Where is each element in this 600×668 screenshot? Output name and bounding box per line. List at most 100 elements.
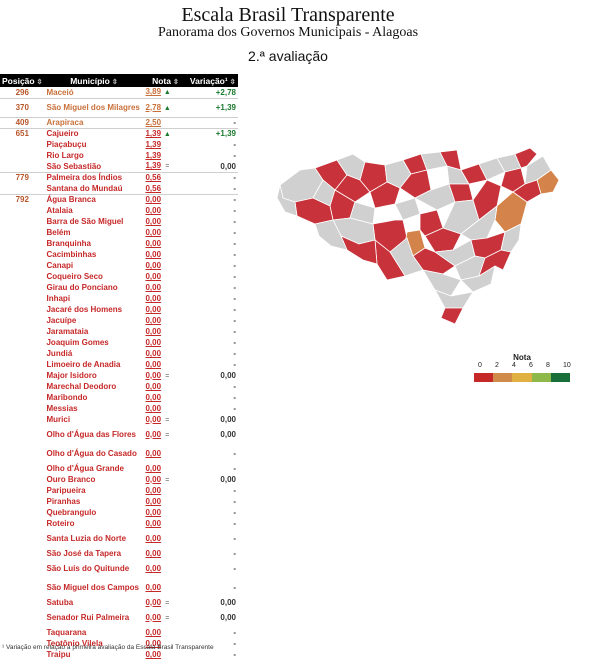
score-link[interactable]: 0,00 [145,612,162,622]
table-row: 370 São Miguel dos Milagres 2,78 ▲ +1,39 [0,97,238,117]
municipality-shape[interactable] [460,265,496,293]
score-link[interactable]: 0,00 [145,486,162,495]
score-link[interactable]: 0,00 [145,382,162,391]
score-link[interactable]: 0,00 [145,639,162,648]
legend-tick: 0 [478,362,482,369]
score-link[interactable]: 0,00 [145,464,162,473]
position-cell [0,260,44,271]
position-cell [0,414,44,425]
municipality-shape[interactable] [369,181,401,209]
score-link[interactable]: 0,00 [145,338,162,347]
municipality-shape[interactable] [440,307,464,325]
score-link[interactable]: 0,00 [145,404,162,413]
municipality-cell: Messias [46,404,78,413]
variation-cell: - [233,393,236,402]
score-link[interactable]: 2,78 [145,102,162,112]
score-cell: 0,00 [143,293,187,304]
score-link[interactable]: 0,56 [145,183,162,193]
variation-cell: - [233,583,236,592]
municipality-shape[interactable] [276,184,298,217]
score-link[interactable]: 1,39 [145,161,162,171]
column-header-nota[interactable]: Nota ⇳ [143,74,188,87]
score-cell: 0,00 [143,249,187,260]
municipality-shape[interactable] [434,289,474,309]
sort-icon[interactable]: ⇳ [229,78,236,86]
variation-cell: - [233,650,236,659]
municipality-shape[interactable] [514,147,538,169]
municipality-shape[interactable] [414,183,456,211]
position-cell [0,216,44,227]
variation-cell: - [233,272,236,281]
score-link[interactable]: 0,00 [145,549,162,558]
municipality-cell: Palmeira dos Índios [44,171,144,183]
variation-cell: 0,00 [220,371,236,380]
score-link[interactable]: 0,00 [145,272,162,281]
score-cell: 0,00 [143,578,187,597]
column-header-variacao[interactable]: Variação¹ ⇳ [187,74,238,87]
table-row: Coqueiro Seco 0,00 - [0,271,238,282]
score-link[interactable]: 0,00 [145,250,162,259]
score-link[interactable]: 0,00 [145,239,162,248]
score-link[interactable]: 0,00 [145,316,162,325]
score-link[interactable]: 0,00 [145,519,162,528]
sort-icon[interactable]: ⇳ [172,78,179,86]
score-link[interactable]: 0,00 [145,429,162,439]
score-link[interactable]: 1,39 [145,128,162,138]
score-link[interactable]: 0,00 [145,360,162,369]
score-link[interactable]: 0,00 [145,294,162,303]
municipality-shape[interactable] [394,197,421,221]
municipality-shape[interactable] [478,249,512,277]
score-link[interactable]: 0,00 [145,206,162,215]
score-link[interactable]: 0,00 [145,305,162,314]
score-link[interactable]: 3,89 [145,87,162,97]
score-link[interactable]: 0,00 [145,195,162,205]
score-link[interactable]: 2,50 [145,118,162,127]
municipality-shape[interactable] [399,169,432,199]
municipality-shape[interactable] [424,227,462,253]
score-link[interactable]: 0,00 [145,349,162,358]
municipality-cell: Olho d'Água das Flores [46,430,136,439]
score-cell: 0,00 [143,315,187,326]
score-link[interactable]: 0,00 [145,628,162,637]
score-link[interactable]: 0,00 [145,217,162,226]
score-link[interactable]: 0,00 [145,283,162,292]
score-link[interactable]: 1,39 [145,151,162,160]
municipality-cell: Jacuípe [46,316,77,325]
variation-cell: - [233,564,236,573]
municipality-shape[interactable] [422,269,462,297]
score-link[interactable]: 1,39 [145,140,162,149]
score-link[interactable]: 0,00 [145,508,162,517]
municipality-shape[interactable] [314,219,348,251]
variation-cell: +1,39 [187,97,238,117]
column-header-municipio[interactable]: Município ⇳ [44,74,144,87]
score-link[interactable]: 0,00 [145,393,162,402]
sort-icon[interactable]: ⇳ [111,78,118,86]
table-row: Olho d'Água das Flores 0,00 = 0,00 [0,425,238,444]
score-cell: 0,00 = [143,597,187,608]
score-link[interactable]: 0,00 [145,534,162,543]
score-link[interactable]: 0,00 [145,228,162,237]
score-link[interactable]: 0,56 [145,173,162,183]
score-link[interactable]: 0,00 [145,449,162,458]
score-link[interactable]: 0,00 [145,597,162,607]
score-cell: 0,00 [143,326,187,337]
score-link[interactable]: 0,00 [145,261,162,270]
column-header-posicao[interactable]: Posição ⇳ [0,74,45,87]
score-link[interactable]: 0,00 [145,650,162,659]
score-link[interactable]: 0,00 [145,327,162,336]
score-link[interactable]: 0,00 [145,370,162,380]
position-cell: 651 [0,127,45,139]
score-link[interactable]: 0,00 [145,564,162,573]
score-link[interactable]: 0,00 [145,474,162,484]
variation-cell: - [233,183,236,193]
municipality-shape[interactable] [472,179,502,221]
score-link[interactable]: 0,00 [145,583,162,592]
score-link[interactable]: 0,00 [145,497,162,506]
score-link[interactable]: 0,00 [145,414,162,424]
score-cell: 2,50 [143,116,188,128]
legend-tick: 10 [563,362,571,369]
municipality-shape[interactable] [500,167,526,193]
sort-icon[interactable]: ⇳ [36,78,43,86]
variation-cell: - [233,639,236,648]
table-row: Jacuípe 0,00 - [0,315,238,326]
